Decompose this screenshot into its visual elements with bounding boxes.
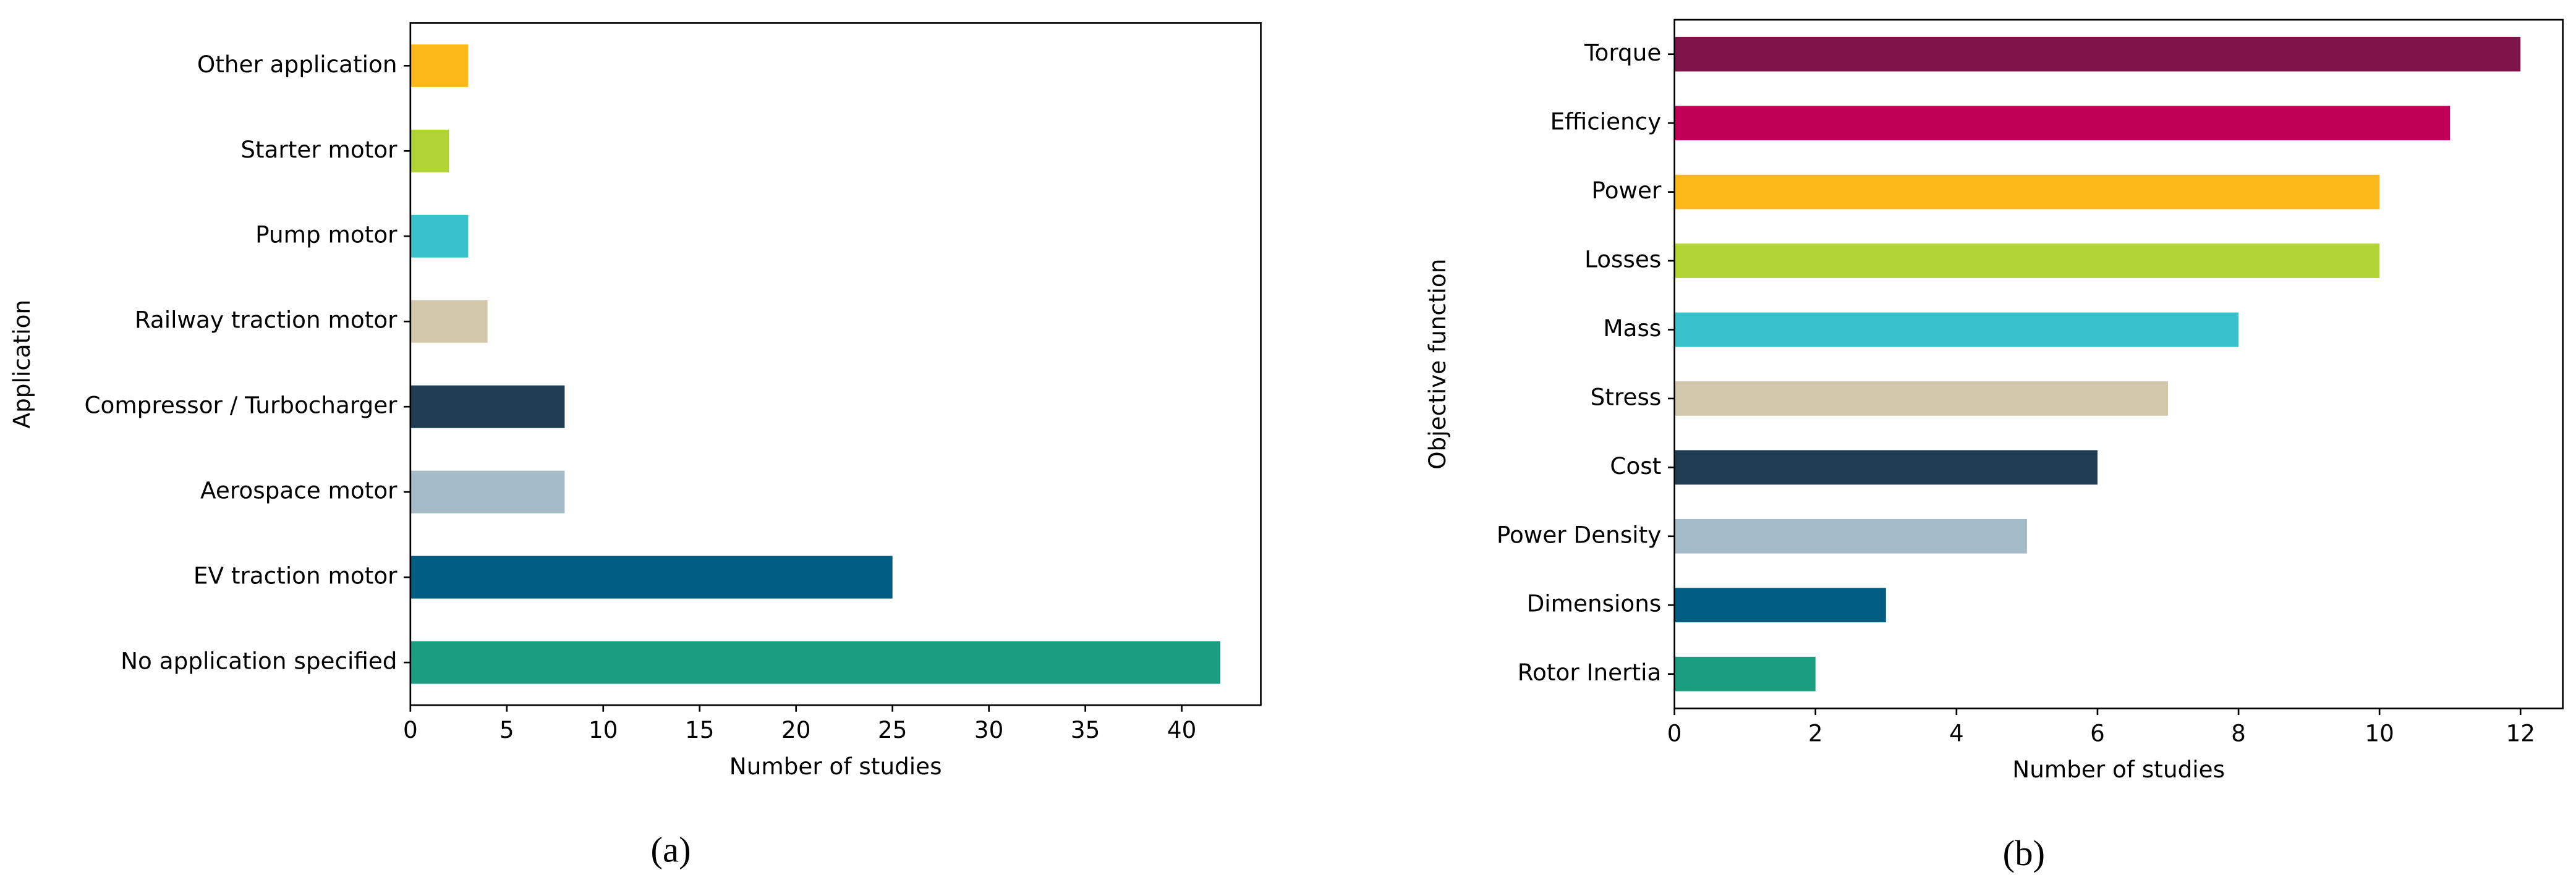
bar bbox=[410, 214, 469, 258]
y-tick-label: Power Density bbox=[1497, 521, 1662, 548]
bar bbox=[410, 556, 893, 599]
y-axis-label: Objective function bbox=[1424, 259, 1451, 470]
x-tick-label: 2 bbox=[1808, 720, 1823, 747]
y-tick-label: EV traction motor bbox=[193, 562, 397, 590]
bar bbox=[410, 129, 449, 172]
plot-frame bbox=[1673, 19, 2564, 709]
x-tick-label: 30 bbox=[974, 716, 1003, 743]
bar bbox=[1674, 588, 1886, 623]
bar bbox=[1674, 36, 2521, 72]
x-tick-label: 0 bbox=[403, 716, 418, 743]
y-tick-label: Dimensions bbox=[1527, 590, 1662, 617]
caption: (a) bbox=[651, 829, 691, 869]
y-tick-label: Railway traction motor bbox=[135, 307, 397, 334]
y-tick-label: Mass bbox=[1603, 315, 1661, 342]
bar bbox=[1674, 243, 2380, 278]
bar bbox=[1674, 656, 1816, 691]
bar bbox=[1674, 450, 2098, 485]
y-tick-label: Rotor Inertia bbox=[1518, 659, 1662, 686]
bar bbox=[410, 44, 469, 87]
x-tick-label: 0 bbox=[1667, 720, 1682, 747]
y-tick-label: Other application bbox=[197, 51, 397, 78]
y-tick-label: No application specified bbox=[121, 648, 397, 675]
x-tick-label: 8 bbox=[2231, 720, 2246, 747]
y-tick-label: Stress bbox=[1591, 383, 1662, 410]
y-tick-label: Losses bbox=[1584, 246, 1661, 273]
x-tick-label: 5 bbox=[499, 716, 514, 743]
y-tick-label: Cost bbox=[1610, 452, 1661, 480]
y-tick-label: Starter motor bbox=[240, 136, 397, 163]
y-tick-label: Efficiency bbox=[1550, 108, 1662, 135]
y-tick-label: Pump motor bbox=[255, 221, 397, 248]
plot-frame bbox=[409, 22, 1262, 706]
x-tick-label: 6 bbox=[2090, 720, 2105, 747]
bar bbox=[410, 470, 565, 514]
x-tick-label: 10 bbox=[589, 716, 618, 743]
caption: (b) bbox=[2003, 833, 2045, 873]
y-axis-label: Application bbox=[8, 300, 35, 428]
bar bbox=[1674, 312, 2239, 347]
bar bbox=[1674, 381, 2169, 416]
x-tick-label: 25 bbox=[878, 716, 907, 743]
x-axis-label: Number of studies bbox=[729, 753, 942, 780]
x-tick-label: 35 bbox=[1071, 716, 1100, 743]
x-tick-label: 4 bbox=[1949, 720, 1964, 747]
x-tick-label: 40 bbox=[1167, 716, 1196, 743]
y-tick-label: Torque bbox=[1584, 39, 1661, 66]
y-tick-label: Power bbox=[1592, 177, 1662, 204]
bar bbox=[410, 385, 565, 428]
x-axis-label: Number of studies bbox=[2012, 756, 2225, 783]
x-tick-label: 15 bbox=[685, 716, 714, 743]
x-tick-label: 12 bbox=[2506, 720, 2535, 747]
bar bbox=[1674, 518, 2027, 554]
bar bbox=[1674, 106, 2451, 141]
x-tick-label: 10 bbox=[2365, 720, 2394, 747]
y-tick-label: Aerospace motor bbox=[200, 477, 397, 504]
x-tick-label: 20 bbox=[781, 716, 810, 743]
y-tick-label: Compressor / Turbocharger bbox=[84, 392, 397, 419]
bar bbox=[410, 300, 488, 343]
bar bbox=[410, 641, 1221, 684]
bar bbox=[1674, 174, 2380, 209]
